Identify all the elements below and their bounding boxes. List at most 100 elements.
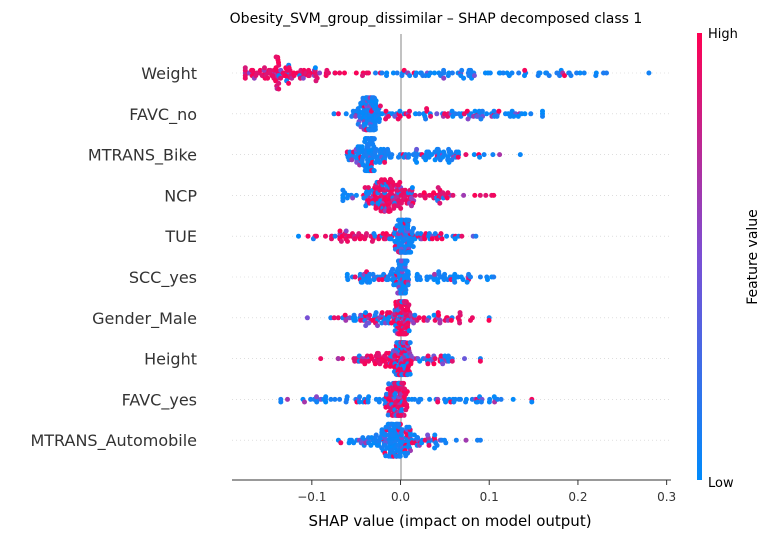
shap-point	[367, 312, 373, 318]
shap-point	[385, 149, 391, 155]
shap-point	[444, 195, 450, 201]
shap-point	[379, 111, 385, 117]
shap-point	[562, 73, 567, 79]
chart-title: Obesity_SVM_group_dissimilar – SHAP deco…	[230, 11, 643, 27]
shap-point	[392, 113, 398, 119]
shap-point	[338, 440, 344, 446]
shap-point	[345, 238, 350, 244]
shap-point	[328, 396, 334, 402]
shap-point	[446, 358, 452, 364]
shap-point	[463, 399, 469, 405]
shap-point	[516, 70, 522, 76]
shap-point	[494, 113, 500, 119]
shap-point	[410, 244, 416, 250]
shap-point	[500, 70, 506, 76]
feature-label: NCP	[164, 186, 197, 205]
shap-point	[383, 363, 389, 369]
shap-point	[383, 108, 389, 114]
shap-point	[529, 399, 535, 405]
shap-point	[471, 73, 477, 79]
shap-point	[419, 440, 425, 446]
shap-point	[359, 144, 365, 150]
shap-point	[373, 310, 379, 316]
shap-point	[399, 380, 405, 386]
shap-point	[459, 67, 465, 73]
shap-point	[357, 394, 363, 400]
shap-point	[370, 271, 376, 277]
shap-point	[365, 185, 371, 191]
shap-point	[424, 317, 430, 323]
shap-point	[296, 233, 301, 239]
shap-point	[388, 236, 394, 242]
shap-point	[406, 302, 412, 308]
shap-point	[363, 310, 369, 316]
shap-point	[593, 73, 599, 79]
x-tick-label: 0.3	[657, 490, 676, 504]
shap-point	[314, 233, 319, 239]
feature-label: Height	[144, 350, 197, 369]
shap-point	[392, 203, 398, 209]
shap-point	[323, 233, 328, 239]
shap-point	[360, 435, 366, 441]
shap-point	[370, 200, 376, 206]
shap-point	[350, 195, 356, 201]
shap-point	[455, 149, 461, 155]
shap-point	[417, 277, 423, 283]
shap-point	[278, 399, 284, 405]
shap-point	[477, 437, 483, 443]
shap-point	[405, 249, 411, 255]
shap-point	[451, 399, 457, 405]
shap-point	[438, 231, 444, 237]
shap-point	[335, 356, 341, 362]
feature-rows: Weight FAVC_no MTRANS_Bike NCP TUE SCC_yes Gen…	[30, 64, 671, 451]
shap-point	[373, 98, 379, 104]
shap-point	[397, 108, 403, 114]
shap-point	[404, 258, 410, 264]
shap-point	[362, 236, 368, 242]
shap-point	[540, 108, 545, 114]
shap-point	[337, 228, 343, 234]
shap-point	[448, 317, 454, 323]
shap-point	[386, 208, 392, 214]
shap-point	[340, 187, 346, 193]
shap-point	[363, 203, 369, 209]
shap-point	[449, 70, 455, 76]
shap-point	[406, 113, 412, 119]
shap-point	[262, 65, 267, 71]
shap-point	[323, 399, 329, 405]
shap-point	[416, 315, 422, 321]
colorbar-label: Feature value	[745, 209, 761, 305]
shap-point	[436, 269, 442, 275]
shap-point	[349, 157, 355, 163]
shap-point	[242, 75, 248, 81]
shap-point	[344, 394, 350, 400]
shap-point	[367, 279, 373, 285]
shap-point	[352, 274, 358, 280]
shap-point	[486, 399, 492, 405]
shap-point	[405, 450, 411, 456]
shap-point	[360, 73, 365, 79]
shap-point	[646, 70, 652, 76]
shap-point	[286, 80, 292, 86]
shap-point	[432, 432, 438, 438]
shap-point	[507, 113, 513, 119]
shap-point	[473, 233, 479, 239]
shap-point	[478, 116, 484, 122]
shap-point	[369, 238, 375, 244]
shap-point	[313, 78, 319, 84]
shap-point	[421, 190, 427, 196]
shap-point	[371, 168, 377, 174]
shap-point	[463, 152, 469, 158]
shap-point	[398, 258, 404, 264]
shap-point	[314, 399, 320, 405]
shap-point	[416, 111, 422, 117]
shap-point	[522, 111, 528, 117]
shap-point	[432, 157, 438, 163]
shap-point	[425, 432, 431, 438]
shap-point	[445, 73, 451, 79]
x-tick-label: 0.0	[391, 490, 410, 504]
shap-point	[522, 67, 528, 73]
shap-point	[440, 361, 446, 367]
shap-point	[387, 310, 393, 316]
